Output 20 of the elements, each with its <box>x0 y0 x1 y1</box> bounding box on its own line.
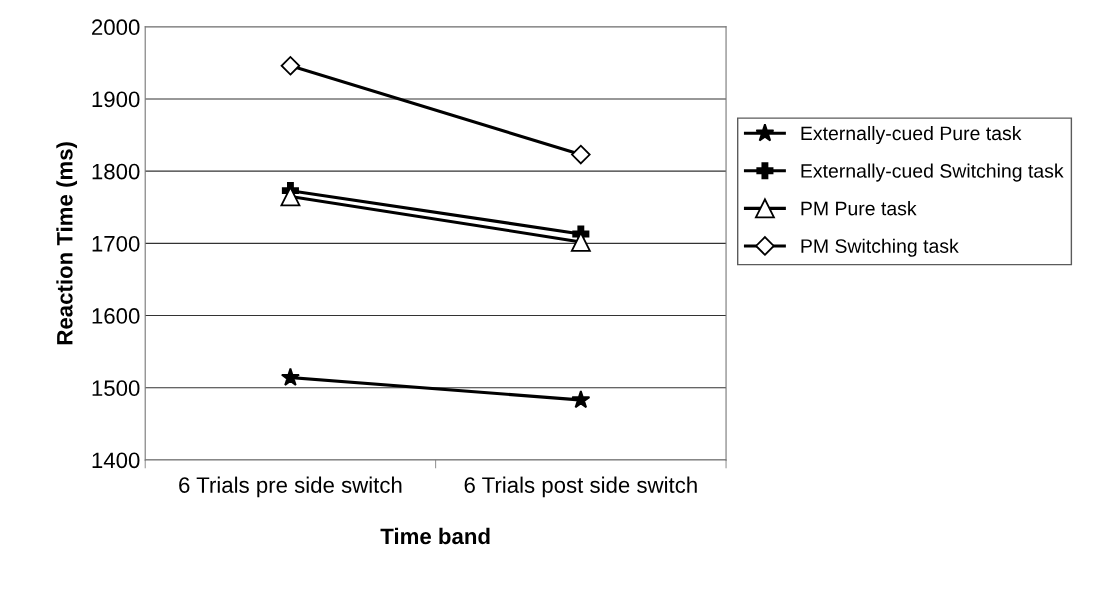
legend-label: Externally-cued Pure task <box>801 125 1022 145</box>
x-axis-title: Time band <box>380 527 490 545</box>
point <box>571 144 591 165</box>
legend-label: Externally-cued Switching task <box>801 163 1064 182</box>
x-tick-label: 6 Trials pre side switch <box>179 476 402 498</box>
point <box>571 390 591 409</box>
y-axis-title: Reaction Time (ms) <box>56 142 78 345</box>
y-tick-label: 2000 <box>92 19 140 36</box>
point <box>280 367 300 386</box>
y-tick-label: 1600 <box>92 308 140 324</box>
legend-label: PM Pure task <box>801 201 917 216</box>
y-tick-label: 1700 <box>92 235 140 252</box>
legend-label: PM Switching task <box>801 238 959 257</box>
y-tick-label: 1500 <box>92 380 140 397</box>
y-tick-label: 1800 <box>92 163 140 180</box>
point <box>280 56 301 76</box>
y-tick-label: 1400 <box>92 452 140 469</box>
x-tick-label: 6 Trials post side switch <box>464 476 697 498</box>
y-tick-label: 1900 <box>92 91 140 108</box>
point <box>280 186 301 207</box>
